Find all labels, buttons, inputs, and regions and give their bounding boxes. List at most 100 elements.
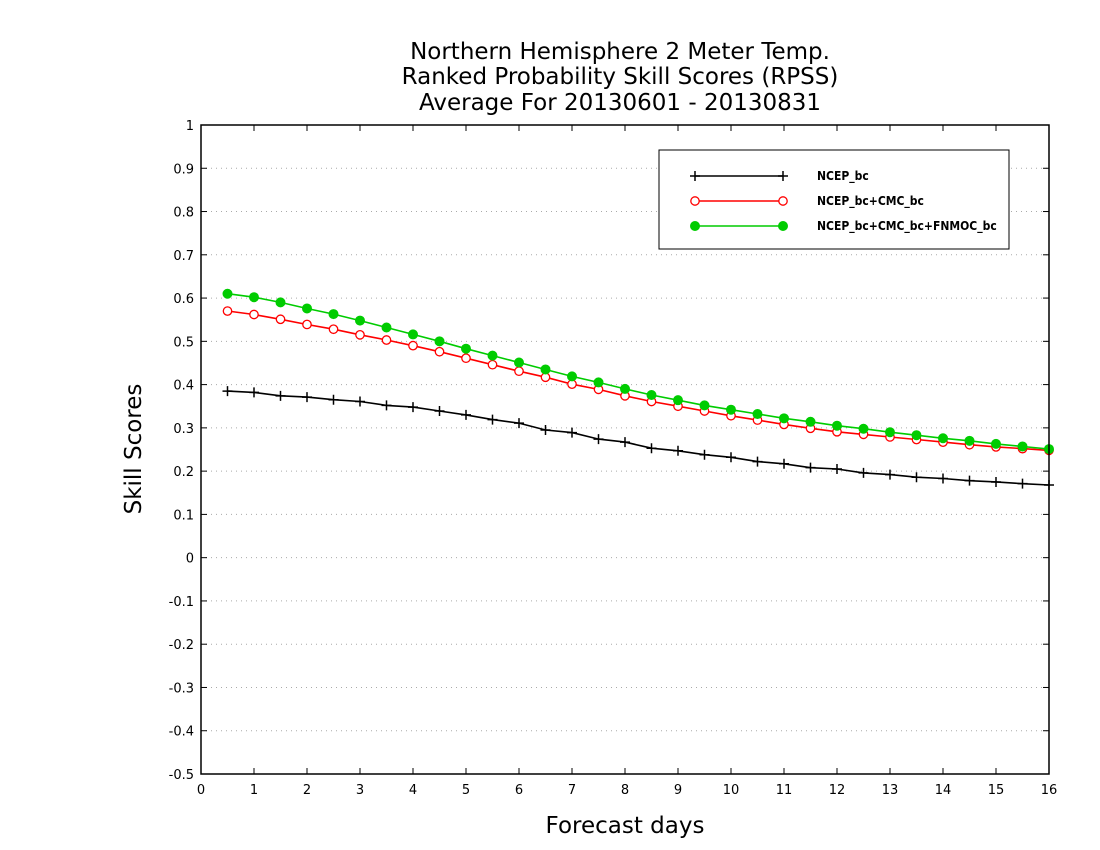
data-point bbox=[222, 288, 233, 299]
data-point bbox=[646, 443, 657, 454]
data-point bbox=[408, 402, 418, 413]
chart-title-line-2: Ranked Probability Skill Scores (RPSS) bbox=[402, 64, 839, 90]
data-point bbox=[275, 314, 286, 325]
y-tick-label: 0.7 bbox=[173, 249, 194, 264]
data-point bbox=[328, 309, 339, 320]
data-point bbox=[249, 387, 259, 398]
data-point bbox=[567, 371, 577, 382]
data-point bbox=[567, 427, 577, 438]
data-point bbox=[328, 394, 339, 405]
data-point bbox=[699, 449, 710, 460]
series-group bbox=[222, 288, 1054, 490]
y-tick-label: -0.2 bbox=[169, 638, 194, 653]
x-tick-label: 15 bbox=[988, 783, 1005, 798]
data-point bbox=[690, 196, 700, 206]
x-axis-label: Forecast days bbox=[546, 813, 705, 839]
data-point bbox=[434, 405, 445, 416]
data-point bbox=[514, 357, 524, 368]
legend-entry: NCEP_bc+CMC_bc+FNMOC_bc bbox=[690, 219, 997, 234]
y-tick-label: -0.4 bbox=[169, 725, 194, 740]
data-point bbox=[805, 462, 816, 473]
data-point bbox=[514, 418, 524, 429]
y-tick-label: -0.1 bbox=[169, 595, 194, 610]
data-point bbox=[302, 303, 312, 314]
x-tick-label: 6 bbox=[515, 783, 523, 798]
y-tick-label: 0.3 bbox=[173, 422, 194, 437]
data-point bbox=[249, 292, 259, 303]
data-point bbox=[434, 346, 445, 357]
data-point bbox=[302, 319, 312, 330]
data-point bbox=[275, 390, 286, 401]
data-point bbox=[885, 427, 895, 438]
x-tick-label: 4 bbox=[409, 783, 417, 798]
data-point bbox=[832, 420, 842, 431]
data-point bbox=[540, 364, 551, 375]
y-tick-label: 0.6 bbox=[173, 292, 194, 307]
x-tick-label: 3 bbox=[356, 783, 364, 798]
x-tick-label: 1 bbox=[250, 783, 258, 798]
y-tick-label: 0 bbox=[186, 552, 194, 567]
data-point bbox=[690, 221, 700, 231]
data-point bbox=[355, 329, 365, 340]
y-tick-label: 0.4 bbox=[173, 379, 194, 394]
chart-title: Northern Hemisphere 2 Meter Temp. Ranked… bbox=[402, 39, 839, 116]
x-tick-label: 13 bbox=[882, 783, 899, 798]
data-point bbox=[858, 467, 869, 478]
series-line bbox=[227, 292, 1050, 450]
data-point bbox=[620, 437, 630, 448]
x-tick-label: 9 bbox=[674, 783, 682, 798]
chart-title-line-1: Northern Hemisphere 2 Meter Temp. bbox=[410, 39, 830, 65]
data-point bbox=[487, 359, 498, 370]
data-point bbox=[885, 469, 895, 480]
data-point bbox=[964, 475, 975, 486]
data-point bbox=[381, 400, 392, 411]
data-point bbox=[249, 309, 259, 320]
data-point bbox=[355, 396, 365, 407]
data-point bbox=[673, 395, 683, 406]
y-tick-label: -0.3 bbox=[169, 681, 194, 696]
y-tick-label: 0.8 bbox=[173, 206, 194, 221]
x-tick-label: 10 bbox=[723, 783, 740, 798]
data-point bbox=[540, 425, 551, 436]
data-point bbox=[911, 430, 922, 441]
data-point bbox=[1017, 441, 1028, 452]
data-point bbox=[938, 433, 948, 444]
x-tick-label: 7 bbox=[568, 783, 576, 798]
data-point bbox=[778, 171, 788, 181]
x-tick-label: 0 bbox=[197, 783, 205, 798]
data-point bbox=[487, 350, 498, 361]
data-point bbox=[302, 392, 312, 403]
data-point bbox=[779, 458, 789, 469]
data-point bbox=[408, 340, 418, 351]
legend-box bbox=[658, 149, 1010, 250]
legend-entry: NCEP_bc+CMC_bc bbox=[690, 194, 924, 209]
x-tick-label: 5 bbox=[462, 783, 470, 798]
data-point bbox=[991, 438, 1001, 449]
x-tick-label: 8 bbox=[621, 783, 629, 798]
data-point bbox=[832, 463, 842, 474]
data-point bbox=[434, 336, 445, 347]
data-point bbox=[858, 423, 869, 434]
legend: NCEP_bc NCEP_bc+CMC_bc NCEP_bc+CMC_bc+FNMO… bbox=[658, 149, 1010, 250]
data-point bbox=[779, 413, 789, 424]
data-point bbox=[222, 306, 233, 316]
data-point bbox=[778, 221, 788, 231]
data-point bbox=[646, 389, 657, 400]
legend-label: NCEP_bc+CMC_bc bbox=[817, 194, 924, 209]
data-point bbox=[593, 434, 604, 445]
data-point bbox=[778, 196, 788, 206]
data-point bbox=[911, 472, 922, 483]
data-point bbox=[726, 452, 736, 463]
data-point bbox=[805, 416, 816, 427]
data-point bbox=[381, 322, 392, 333]
x-tick-label: 14 bbox=[935, 783, 952, 798]
y-tick-label: 1 bbox=[186, 119, 194, 134]
data-point bbox=[726, 404, 736, 415]
data-point bbox=[355, 315, 365, 326]
data-point bbox=[752, 456, 763, 467]
x-tick-label: 11 bbox=[776, 783, 793, 798]
x-tick-label: 2 bbox=[303, 783, 311, 798]
y-tick-label: -0.5 bbox=[169, 768, 194, 783]
data-point bbox=[222, 386, 233, 397]
